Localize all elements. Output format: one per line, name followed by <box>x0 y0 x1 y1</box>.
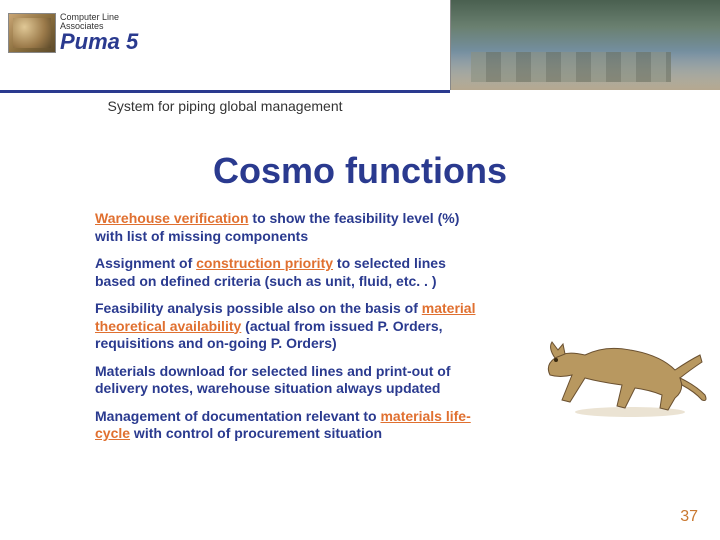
bullet-text: Management of documentation relevant to <box>95 408 380 424</box>
bullet-item: Feasibility analysis possible also on th… <box>95 300 485 353</box>
logo-product: Puma 5 <box>60 31 138 53</box>
logo-text: Computer Line Associates Puma 5 <box>60 13 138 53</box>
page-number: 37 <box>680 508 698 526</box>
bullet-item: Materials download for selected lines an… <box>95 363 485 398</box>
logo-area: Computer Line Associates Puma 5 <box>8 8 198 58</box>
bullet-text: Feasibility analysis possible also on th… <box>95 300 422 316</box>
highlighted-text: construction priority <box>196 255 333 271</box>
slide-subtitle: System for piping global management <box>0 98 450 114</box>
bullet-text: Materials download for selected lines an… <box>95 363 450 397</box>
header-divider <box>0 90 450 93</box>
highlighted-text: Warehouse verification <box>95 210 249 226</box>
bullet-text: Assignment of <box>95 255 196 271</box>
bullet-item: Management of documentation relevant to … <box>95 408 485 443</box>
bullet-list: Warehouse verification to show the feasi… <box>95 210 485 453</box>
header-plant-image <box>450 0 720 90</box>
slide-title: Cosmo functions <box>0 150 720 192</box>
leaping-cat-icon <box>530 320 710 420</box>
bullet-text: with control of procurement situation <box>130 425 382 441</box>
bullet-item: Warehouse verification to show the feasi… <box>95 210 485 245</box>
slide-header: Computer Line Associates Puma 5 <box>0 0 720 90</box>
bullet-item: Assignment of construction priority to s… <box>95 255 485 290</box>
puma-logo-icon <box>8 13 56 53</box>
